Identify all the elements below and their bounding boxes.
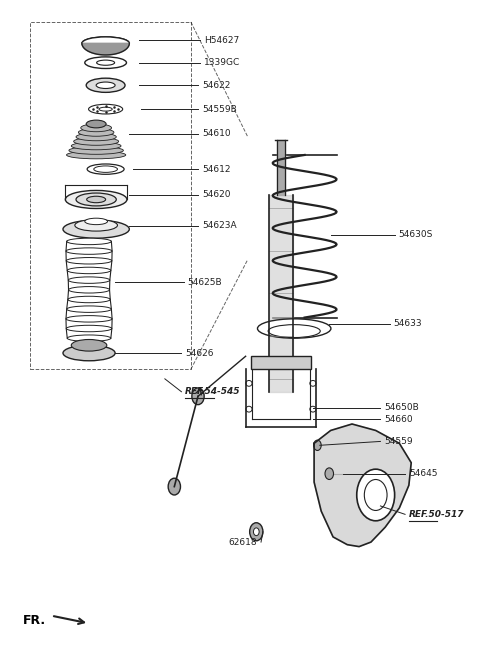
Ellipse shape xyxy=(82,37,129,50)
Ellipse shape xyxy=(76,133,116,141)
Circle shape xyxy=(168,478,180,495)
Ellipse shape xyxy=(73,137,119,145)
Circle shape xyxy=(313,440,321,450)
Text: 54622: 54622 xyxy=(202,81,230,90)
Ellipse shape xyxy=(81,124,111,132)
Circle shape xyxy=(192,388,204,404)
Ellipse shape xyxy=(71,142,121,150)
Ellipse shape xyxy=(257,319,331,338)
Bar xyxy=(252,356,311,369)
Text: 54660: 54660 xyxy=(384,415,413,424)
Text: 1339GC: 1339GC xyxy=(204,58,240,67)
Ellipse shape xyxy=(310,380,316,386)
Ellipse shape xyxy=(87,164,124,174)
Ellipse shape xyxy=(68,277,110,283)
Ellipse shape xyxy=(66,257,112,264)
Ellipse shape xyxy=(69,286,109,293)
Ellipse shape xyxy=(66,248,112,254)
Text: 54630S: 54630S xyxy=(398,231,433,240)
Ellipse shape xyxy=(310,406,316,412)
Text: 54625B: 54625B xyxy=(188,277,222,286)
Ellipse shape xyxy=(99,107,112,111)
Ellipse shape xyxy=(67,306,111,312)
Text: 54626: 54626 xyxy=(185,349,214,358)
Circle shape xyxy=(364,480,387,511)
Ellipse shape xyxy=(63,345,115,361)
Ellipse shape xyxy=(67,238,111,245)
Ellipse shape xyxy=(82,37,129,50)
Ellipse shape xyxy=(67,267,111,273)
Text: 54645: 54645 xyxy=(409,469,437,478)
Ellipse shape xyxy=(76,193,116,206)
Ellipse shape xyxy=(71,340,107,351)
Circle shape xyxy=(325,468,334,480)
Circle shape xyxy=(250,523,263,541)
Ellipse shape xyxy=(75,220,118,231)
Text: 54650B: 54650B xyxy=(384,403,419,412)
Ellipse shape xyxy=(66,316,112,322)
Circle shape xyxy=(357,469,395,521)
Ellipse shape xyxy=(96,82,115,89)
Ellipse shape xyxy=(86,78,125,93)
Ellipse shape xyxy=(85,218,108,225)
Ellipse shape xyxy=(89,104,123,114)
Text: REF.50-517: REF.50-517 xyxy=(409,510,464,519)
Ellipse shape xyxy=(246,406,252,412)
Text: 54612: 54612 xyxy=(202,165,230,174)
Circle shape xyxy=(260,358,266,367)
Polygon shape xyxy=(82,43,129,55)
Circle shape xyxy=(253,528,259,536)
Text: 54620: 54620 xyxy=(202,191,230,200)
Text: FR.: FR. xyxy=(23,614,46,627)
Ellipse shape xyxy=(67,335,111,341)
Ellipse shape xyxy=(86,120,106,128)
Text: 54559: 54559 xyxy=(384,437,413,446)
Ellipse shape xyxy=(85,57,126,69)
Text: 54623A: 54623A xyxy=(202,222,237,231)
Polygon shape xyxy=(314,424,411,547)
Text: REF.54-545: REF.54-545 xyxy=(185,388,241,396)
Ellipse shape xyxy=(65,191,127,209)
Text: 54559B: 54559B xyxy=(202,104,237,113)
Ellipse shape xyxy=(67,151,126,159)
Text: 62618: 62618 xyxy=(228,538,257,546)
Text: H54627: H54627 xyxy=(204,36,240,45)
Text: 54610: 54610 xyxy=(202,129,230,138)
Ellipse shape xyxy=(66,325,112,332)
Text: 54633: 54633 xyxy=(394,319,422,329)
Ellipse shape xyxy=(94,166,118,172)
Ellipse shape xyxy=(96,60,115,65)
Circle shape xyxy=(277,358,284,367)
Ellipse shape xyxy=(63,220,129,238)
Ellipse shape xyxy=(87,196,106,203)
Ellipse shape xyxy=(246,380,252,386)
Ellipse shape xyxy=(68,296,110,303)
Circle shape xyxy=(296,358,302,367)
Ellipse shape xyxy=(268,325,320,338)
Ellipse shape xyxy=(69,146,123,154)
Ellipse shape xyxy=(78,128,114,136)
